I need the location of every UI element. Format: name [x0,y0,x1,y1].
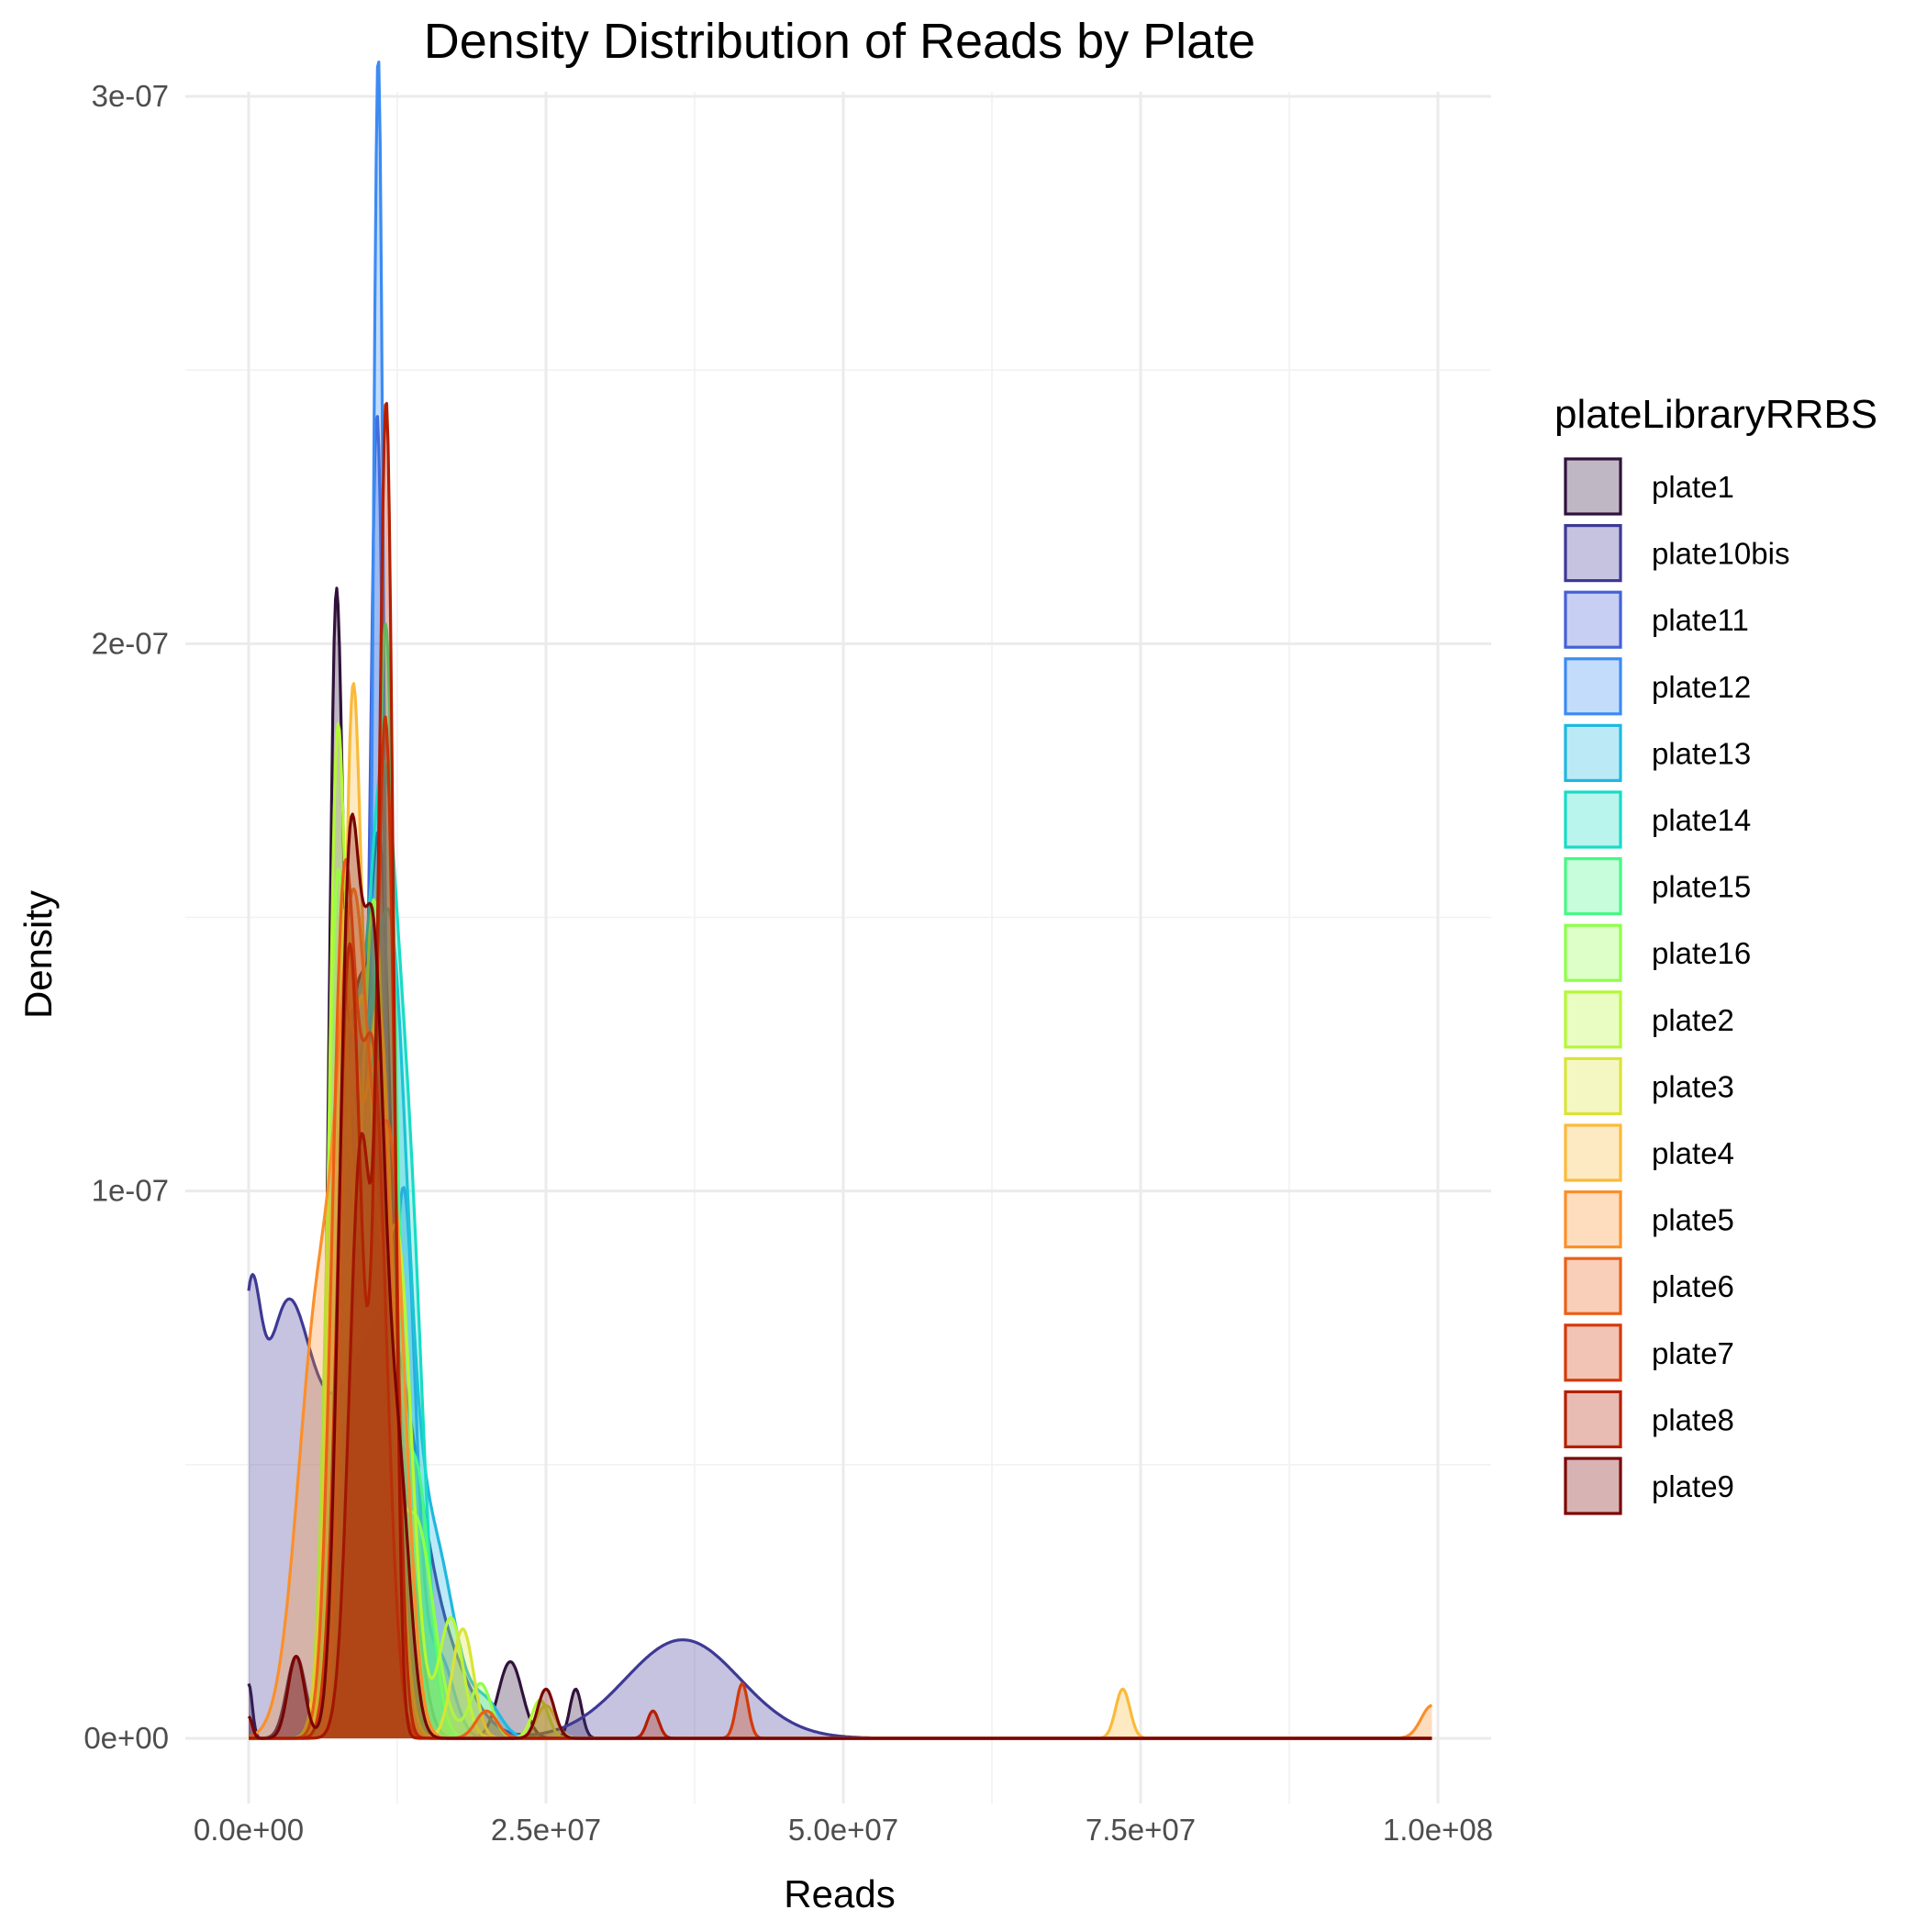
legend-key-plate11 [1564,590,1622,649]
legend-key-plate16 [1564,923,1622,982]
legend-key-bg [1564,1123,1622,1182]
density-area-plate12 [249,61,1432,1739]
legend-key-plate9 [1564,1457,1622,1515]
legend-key-bg [1564,1189,1622,1249]
legend-key-bg [1564,523,1622,583]
density-area-plate7 [249,717,1432,1738]
density-area-plate4 [249,683,1432,1738]
legend-label-plate10bis: plate10bis [1652,537,1789,571]
legend-key-bg [1564,923,1622,983]
density-area-plate5 [249,888,1432,1738]
legend-label-plate8: plate8 [1652,1402,1734,1436]
legend-key-bg [1564,1323,1622,1382]
x-tick-label: 2.5e+07 [491,1813,601,1847]
legend-key-bg [1564,723,1622,783]
x-tick-label: 1.0e+08 [1383,1813,1493,1847]
legend-label-plate7: plate7 [1652,1336,1734,1370]
legend-label-plate13: plate13 [1652,736,1751,770]
density-area-plate8 [249,403,1432,1739]
legend-label-plate9: plate9 [1652,1469,1734,1503]
legend-key-plate14 [1564,790,1622,849]
legend-key-bg [1564,1256,1622,1316]
legend-label-plate5: plate5 [1652,1203,1734,1237]
legend-label-plate12: plate12 [1652,670,1751,704]
chart-title: Density Distribution of Reads by Plate [424,14,1255,69]
density-area-plate10bis [249,1274,1432,1738]
legend-items: plate1 plate10bis plate11 plate12 plate13 pla… [1564,457,1789,1515]
legend-key-bg [1564,457,1622,516]
legend-key-plate13 [1564,723,1622,783]
y-tick-label: 0e+00 [84,1721,169,1755]
legend-label-plate2: plate2 [1652,1003,1734,1037]
legend-label-plate15: plate15 [1652,870,1751,904]
legend-label-plate4: plate4 [1652,1136,1734,1170]
density-area-plate11 [249,416,1432,1738]
legend-label-plate3: plate3 [1652,1069,1734,1103]
series-layer [247,61,1432,1740]
legend-label-plate14: plate14 [1652,803,1751,837]
density-area-plate3 [249,910,1432,1738]
legend-key-plate6 [1564,1256,1622,1315]
y-tick-label: 2e-07 [92,626,169,660]
y-axis-title: Density [17,890,60,1019]
legend-key-plate1 [1564,457,1622,516]
legend-key-bg [1564,1056,1622,1116]
density-area-plate16 [249,869,1432,1738]
legend-key-plate15 [1564,856,1622,916]
legend: plateLibraryRRBS plate1 plate10bis plate11… [1554,392,1877,1515]
legend-key-bg [1564,590,1622,650]
x-axis-title: Reads [784,1872,895,1915]
y-axis-ticks: 0e+00 1e-07 2e-07 3e-07 [84,79,169,1755]
legend-key-plate7 [1564,1323,1622,1382]
legend-label-plate6: plate6 [1652,1269,1734,1303]
legend-label-plate1: plate1 [1652,470,1734,504]
density-area-plate6 [249,859,1432,1738]
y-tick-label: 1e-07 [92,1174,169,1208]
density-area-plate13 [249,909,1432,1738]
legend-key-bg [1564,656,1622,716]
legend-key-plate10bis [1564,523,1622,583]
legend-key-bg [1564,1457,1622,1515]
legend-key-bg [1564,790,1622,849]
density-area-plate15 [249,623,1432,1738]
legend-key-plate5 [1564,1189,1622,1249]
x-axis-ticks: 0.0e+00 2.5e+07 5.0e+07 7.5e+07 1.0e+08 [194,1813,1493,1847]
legend-key-bg [1564,1390,1622,1449]
legend-key-bg [1564,989,1622,1049]
legend-label-plate16: plate16 [1652,936,1751,970]
legend-title: plateLibraryRRBS [1554,392,1877,437]
density-area-plate2 [249,723,1432,1738]
legend-key-plate3 [1564,1056,1622,1116]
legend-label-plate11: plate11 [1652,603,1749,637]
density-area-plate1 [249,587,1432,1738]
legend-key-plate2 [1564,990,1622,1049]
x-tick-label: 7.5e+07 [1086,1813,1196,1847]
x-tick-label: 5.0e+07 [788,1813,898,1847]
density-area-plate14 [249,760,1432,1738]
x-tick-label: 0.0e+00 [194,1813,304,1847]
legend-key-plate8 [1564,1390,1622,1449]
y-tick-label: 3e-07 [92,79,169,113]
legend-key-plate12 [1564,657,1622,716]
legend-key-bg [1564,856,1622,916]
legend-key-plate4 [1564,1123,1622,1182]
density-line-plate9 [247,812,1432,1740]
